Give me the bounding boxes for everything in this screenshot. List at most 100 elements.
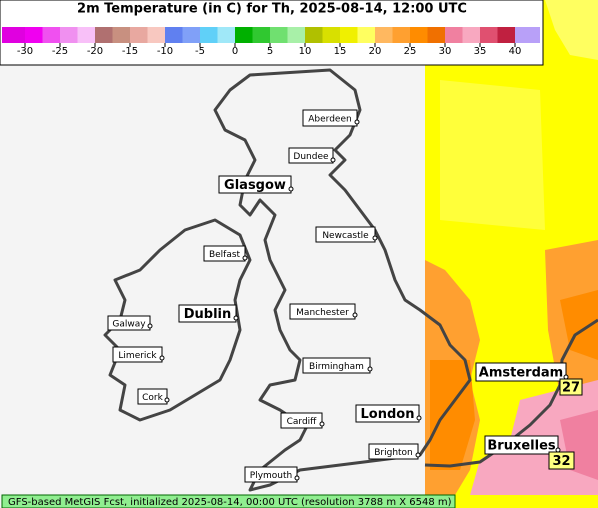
colorbar-segment <box>392 27 411 43</box>
city-label-box <box>302 357 371 374</box>
city-marker <box>147 323 153 329</box>
colorbar-segment <box>462 27 481 43</box>
colorbar-tick-label: -30 <box>17 46 33 57</box>
city-name: Cork <box>142 393 163 403</box>
city-marker <box>242 255 248 261</box>
city-name: Limerick <box>118 351 157 361</box>
colorbar-tick-label: -20 <box>87 46 103 57</box>
colorbar-segment <box>410 27 428 43</box>
colorbar-segment <box>497 27 516 43</box>
city-labels: Aberdeen Dundee Glasgow Newcastle Belfast Dub… <box>107 109 583 483</box>
colorbar-tick-label: 15 <box>334 46 347 57</box>
colorbar-segment <box>77 27 96 43</box>
colorbar-segment <box>235 27 253 43</box>
city-name: Plymouth <box>250 471 292 481</box>
colorbar-segment <box>445 27 463 43</box>
heat-region <box>545 0 598 60</box>
city-label-box <box>288 147 334 164</box>
city-label-box <box>302 109 358 127</box>
city-label-box <box>112 346 163 363</box>
city-name: Newcastle <box>322 231 369 241</box>
colorbar-segment <box>25 27 43 43</box>
colorbar-segment <box>357 27 376 43</box>
city-name: Bruxelles <box>487 439 556 454</box>
colorbar-segment <box>112 27 131 43</box>
city-label-box <box>244 466 298 483</box>
temperature-label: 27 <box>562 381 580 396</box>
colorbar-tick-label: 10 <box>299 46 312 57</box>
colorbar-segment <box>182 27 201 43</box>
city-marker <box>233 315 239 321</box>
city-marker <box>563 374 569 380</box>
colorbar-tick-label: 0 <box>232 46 238 57</box>
colorbar-segment <box>305 27 323 43</box>
city-name: Dublin <box>184 307 232 322</box>
ireland-coast <box>103 218 252 422</box>
colorbar-tick-label: -15 <box>122 46 138 57</box>
colorbar: -30 -25 -20 -15 -10 -5 0 5 10 15 20 25 30 35 40 <box>2 27 540 57</box>
city-label-box <box>368 443 419 460</box>
city-marker <box>555 447 561 453</box>
continent-coast <box>424 318 598 468</box>
colorbar-segment <box>130 27 148 43</box>
city-name: Galway <box>112 320 146 330</box>
colorbar-segment <box>147 27 166 43</box>
map-title: 2m Temperature (in C) for Th, 2025-08-14… <box>77 2 467 17</box>
city-marker <box>294 475 300 481</box>
temperature-label: 32 <box>552 454 570 469</box>
colorbar-segment <box>287 27 306 43</box>
city-name: Aberdeen <box>308 115 351 125</box>
colorbar-segment <box>95 27 113 43</box>
city-marker <box>164 397 170 403</box>
city-label-box <box>178 304 237 323</box>
city-marker <box>352 312 358 318</box>
city-marker <box>372 235 378 241</box>
colorbar-cap <box>515 27 540 43</box>
city-name: Amsterdam <box>479 366 563 381</box>
colorbar-cap <box>2 27 25 43</box>
city-name: Dundee <box>293 152 329 162</box>
colorbar-segment <box>375 27 393 43</box>
city-label-box <box>218 175 292 194</box>
colorbar-tick-label: 5 <box>267 46 273 57</box>
city-name: Belfast <box>209 250 241 260</box>
city-marker <box>354 119 360 125</box>
city-name: Birmingham <box>309 362 364 372</box>
colorbar-segment <box>427 27 446 43</box>
city-marker <box>330 157 336 163</box>
colorbar-tick-label: 20 <box>369 46 382 57</box>
colorbar-segment <box>252 27 271 43</box>
city-name: Brighton <box>374 448 413 458</box>
colorbar-segment <box>42 27 61 43</box>
colorbar-tick-label: -25 <box>52 46 68 57</box>
colorbar-tick-label: 25 <box>404 46 417 57</box>
colorbar-segment <box>322 27 341 43</box>
city-label-box <box>280 412 323 429</box>
city-marker <box>319 421 325 427</box>
city-marker <box>367 366 373 372</box>
colorbar-tick-label: 30 <box>439 46 452 57</box>
colorbar-segment <box>480 27 498 43</box>
colorbar-segment <box>340 27 358 43</box>
city-label-box <box>484 435 559 455</box>
city-label-box <box>107 315 151 331</box>
city-name: Manchester <box>296 308 349 318</box>
colorbar-tick-label: 35 <box>474 46 487 57</box>
city-label-box <box>355 404 420 423</box>
city-label-box <box>203 245 246 262</box>
city-marker <box>416 415 422 421</box>
city-marker <box>288 186 294 192</box>
city-marker <box>415 452 421 458</box>
city-name: Cardiff <box>287 417 318 427</box>
heat-region <box>440 80 545 230</box>
colorbar-segment <box>60 27 78 43</box>
temperature-label-box <box>548 451 575 470</box>
city-label-box <box>289 303 356 320</box>
city-label-box <box>475 362 567 382</box>
colorbar-tick-label: -10 <box>157 46 173 57</box>
city-label-box <box>315 226 376 243</box>
colorbar-tick-label: 40 <box>509 46 522 57</box>
temperature-label-box <box>559 378 583 396</box>
colorbar-segment <box>217 27 236 43</box>
